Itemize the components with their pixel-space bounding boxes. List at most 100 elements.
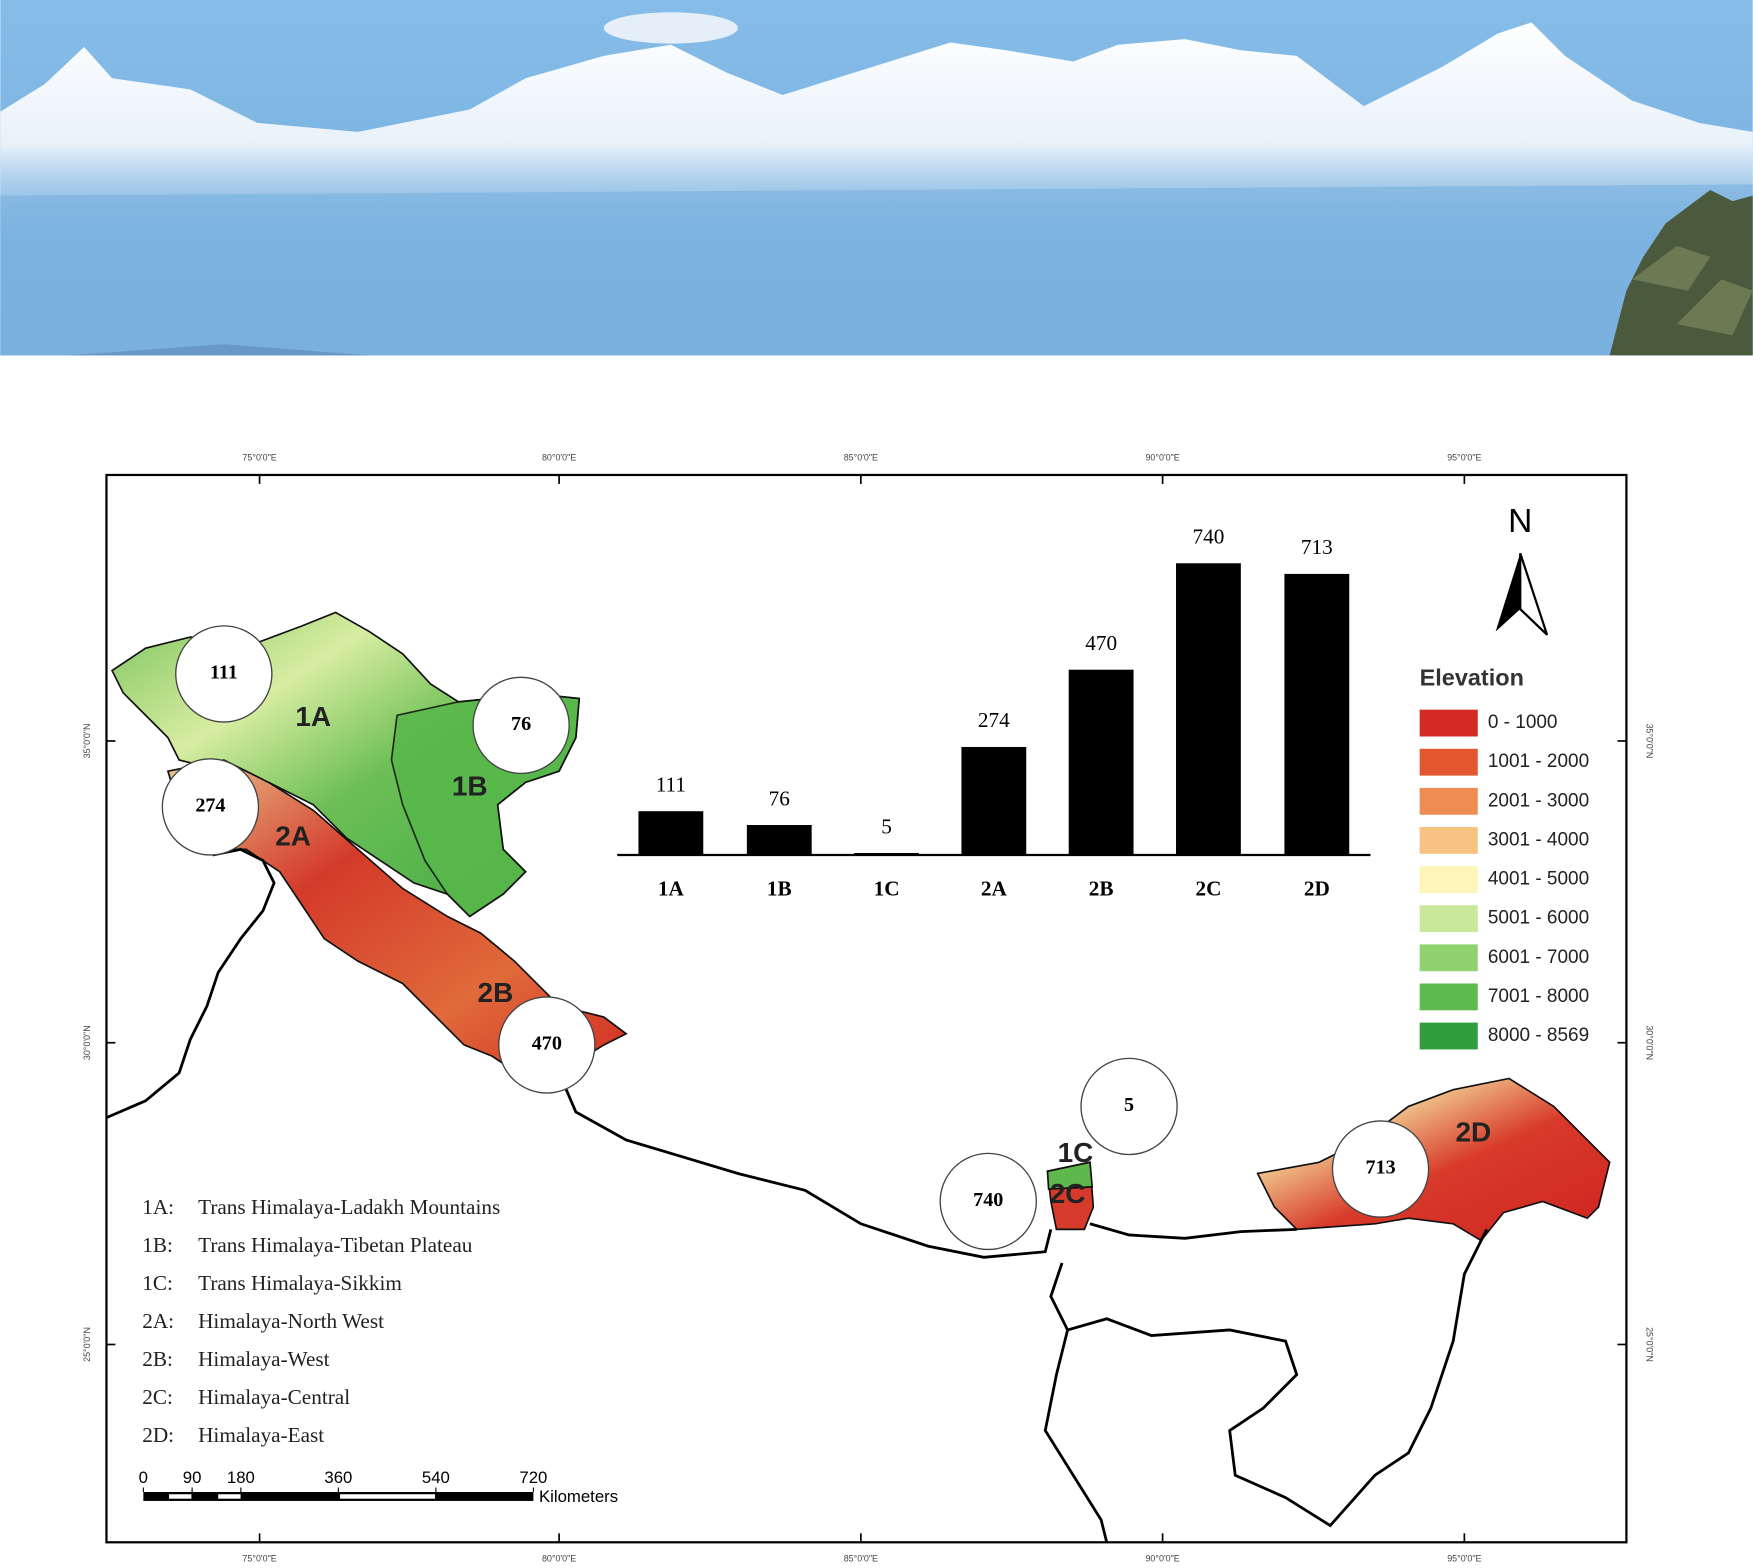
legend-label: 2001 - 3000 bbox=[1488, 790, 1589, 811]
borders bbox=[105, 847, 1488, 1543]
count-circle bbox=[175, 625, 273, 723]
bar bbox=[961, 746, 1027, 855]
region-code: 2B: bbox=[142, 1347, 173, 1371]
region-label: 1C bbox=[1058, 1137, 1094, 1168]
count-circle bbox=[498, 996, 596, 1094]
latitude-label: 30°0'0"N bbox=[82, 1025, 92, 1060]
x-tick-label: 2C bbox=[1195, 877, 1221, 901]
count-circle bbox=[161, 758, 260, 856]
scale-tick-label: 90 bbox=[183, 1468, 202, 1487]
legend-label: 7001 - 8000 bbox=[1488, 986, 1589, 1007]
longitude-label: 85°0'0"E bbox=[844, 453, 878, 463]
longitude-label: 85°0'0"E bbox=[844, 1553, 878, 1563]
region-label: 2D bbox=[1455, 1117, 1491, 1148]
longitude-label: 75°0'0"E bbox=[242, 1553, 276, 1563]
region-name: Himalaya-Central bbox=[198, 1385, 350, 1409]
north-label: N bbox=[1508, 503, 1532, 540]
latitude-label: 35°0'0"N bbox=[82, 724, 92, 759]
north-arrow bbox=[1519, 552, 1549, 636]
legend-swatch bbox=[1419, 827, 1478, 854]
count-circle bbox=[1331, 1120, 1430, 1218]
count-circle bbox=[1080, 1057, 1178, 1156]
bar-value-label: 274 bbox=[978, 708, 1010, 732]
bar-value-label: 713 bbox=[1301, 535, 1333, 559]
region-code: 1C: bbox=[142, 1271, 173, 1295]
region-label: 2B bbox=[478, 977, 514, 1008]
legend-label: 4001 - 5000 bbox=[1488, 869, 1589, 890]
x-tick-label: 2B bbox=[1089, 877, 1114, 901]
legend-swatch bbox=[1419, 787, 1478, 815]
x-tick-label: 1A bbox=[658, 877, 685, 901]
latitude-label: 35°0'0"N bbox=[1644, 724, 1654, 759]
legend-swatch bbox=[1419, 905, 1478, 933]
scale-bar bbox=[169, 1494, 192, 1499]
latitude-label: 25°0'0"N bbox=[1644, 1327, 1654, 1362]
region-label: 2A bbox=[275, 821, 311, 852]
scale-tick-label: 540 bbox=[422, 1468, 450, 1487]
longitude-label: 90°0'0"E bbox=[1145, 453, 1179, 463]
count-circle bbox=[472, 676, 570, 775]
longitude-label: 90°0'0"E bbox=[1145, 1553, 1179, 1563]
longitude-label: 95°0'0"E bbox=[1447, 1553, 1481, 1563]
scale-unit: Kilometers bbox=[539, 1487, 618, 1506]
legend-swatch bbox=[1419, 709, 1478, 737]
legend-label: 0 - 1000 bbox=[1488, 712, 1558, 733]
scale-tick-label: 180 bbox=[227, 1468, 255, 1487]
bar bbox=[1176, 563, 1241, 855]
bar-value-label: 5 bbox=[881, 814, 892, 838]
count-circle bbox=[939, 1152, 1037, 1251]
count-label: 470 bbox=[532, 1033, 562, 1055]
longitude-label: 75°0'0"E bbox=[242, 453, 276, 463]
count-label: 713 bbox=[1365, 1157, 1395, 1179]
legend-label: 3001 - 4000 bbox=[1488, 829, 1589, 850]
legend-label: 6001 - 7000 bbox=[1488, 947, 1589, 968]
bar bbox=[1068, 669, 1134, 855]
count-label: 111 bbox=[210, 662, 238, 684]
latitude-label: 25°0'0"N bbox=[82, 1327, 92, 1362]
longitude-label: 80°0'0"E bbox=[542, 1553, 576, 1563]
bar bbox=[1284, 573, 1350, 855]
bar bbox=[746, 825, 812, 855]
region-name: Trans Himalaya-Ladakh Mountains bbox=[198, 1195, 500, 1219]
scale-bar bbox=[143, 1492, 534, 1501]
longitude-label: 80°0'0"E bbox=[542, 453, 576, 463]
legend-swatch bbox=[1419, 944, 1478, 972]
count-label: 740 bbox=[973, 1189, 1003, 1211]
legend-swatch bbox=[1419, 866, 1478, 893]
banner bbox=[0, 0, 1753, 356]
legend-swatch bbox=[1419, 983, 1478, 1011]
legend-swatch bbox=[1419, 748, 1478, 776]
scale-bar bbox=[218, 1494, 241, 1499]
region-name: Himalaya-East bbox=[198, 1423, 324, 1447]
legend-title: Elevation bbox=[1420, 665, 1524, 691]
scale-bar bbox=[340, 1494, 436, 1499]
legend-label: 8000 - 8569 bbox=[1488, 1025, 1589, 1046]
legend-label: 5001 - 6000 bbox=[1488, 908, 1589, 929]
region-code: 1A: bbox=[142, 1195, 174, 1219]
frame-ticks bbox=[106, 474, 1627, 1543]
region-name: Trans Himalaya-Tibetan Plateau bbox=[198, 1233, 473, 1257]
bar-value-label: 111 bbox=[656, 773, 686, 797]
x-tick-label: 2A bbox=[981, 877, 1008, 901]
region-label: 2C bbox=[1050, 1178, 1086, 1209]
scale-tick-label: 720 bbox=[519, 1468, 547, 1487]
region-code: 2D: bbox=[142, 1423, 174, 1447]
region-name: Himalaya-West bbox=[198, 1347, 330, 1371]
legend-label: 1001 - 2000 bbox=[1488, 751, 1589, 772]
region-name: Himalaya-North West bbox=[198, 1309, 384, 1333]
count-label: 5 bbox=[1124, 1094, 1134, 1116]
north-arrow bbox=[1495, 553, 1521, 632]
region-code: 2A: bbox=[142, 1309, 174, 1333]
bar bbox=[638, 811, 704, 855]
x-tick-label: 1C bbox=[874, 877, 900, 901]
count-label: 274 bbox=[195, 795, 225, 817]
legend-swatch bbox=[1419, 1022, 1478, 1050]
scale-tick-label: 0 bbox=[139, 1468, 148, 1487]
bar-value-label: 470 bbox=[1085, 631, 1117, 655]
latitude-label: 30°0'0"N bbox=[1644, 1025, 1654, 1060]
region-label: 1B bbox=[452, 770, 488, 801]
region-label: 1A bbox=[295, 701, 331, 732]
x-tick-label: 1B bbox=[767, 877, 792, 901]
